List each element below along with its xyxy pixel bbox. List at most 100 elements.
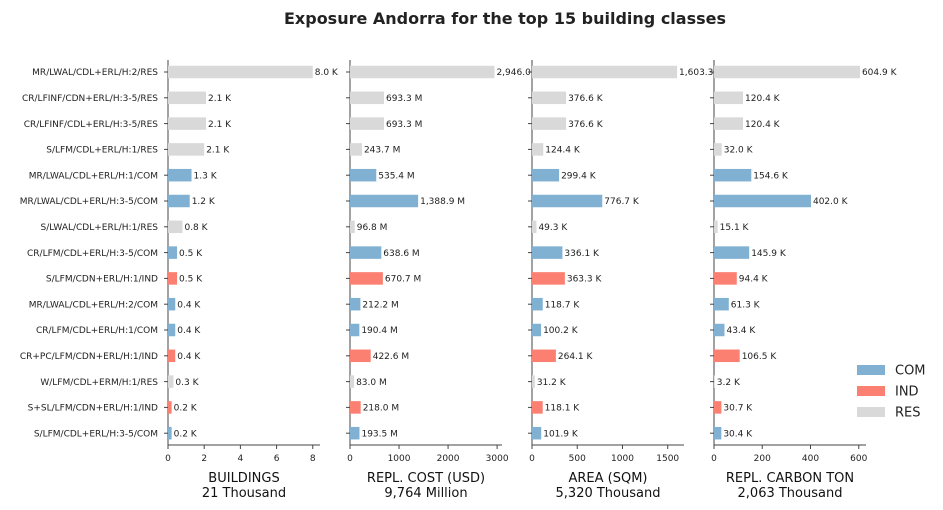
data-label: 154.6 K [753,171,789,181]
bar-res [350,375,355,388]
category-label: S/LFM/CDL+ERL/H:3-5/COM [34,429,158,439]
bar-ind [350,349,371,363]
bar-com [714,323,725,337]
legend-swatch-ind [857,386,885,396]
bar-ind [350,272,383,285]
bar-ind [350,401,361,414]
data-label: 100.2 K [543,326,579,336]
data-label: 776.7 K [604,197,640,207]
bar-res [350,117,384,130]
bar-res [532,220,537,234]
data-label: 693.3 M [386,94,422,104]
data-label: 0.3 K [175,378,199,388]
data-label: 0.4 K [177,352,201,362]
x-tick-label: 1000 [388,454,411,464]
x-tick-label: 0 [711,454,717,464]
panel-0: 8.0 K 2.1 K 2.1 K 2.1 K 1.3 K 1.2 K 0.8 K 0.5 K… [20,60,339,501]
chart-title: Exposure Andorra for the top 15 building… [284,9,726,28]
bar-com [714,194,811,208]
data-label: 376.6 K [568,94,604,104]
bar-com [168,246,178,259]
data-label: 101.9 K [543,429,579,439]
bar-com [714,246,750,259]
data-label: 3.2 K [717,378,741,388]
bar-com [532,168,560,182]
data-label: 0.4 K [177,326,201,336]
bars: 1,603.3 K 376.6 K 376.6 K 124.4 K 299.4 K 776… [532,65,723,440]
panel-2: 1,603.3 K 376.6 K 376.6 K 124.4 K 299.4 K 776… [528,60,723,501]
bar-res [532,117,567,130]
data-label: 2.1 K [208,94,232,104]
data-label: 2.1 K [208,120,232,130]
category-label: W/LFM/CDL+ERM/H:1/RES [40,378,158,388]
bars: 604.9 K 120.4 K 120.4 K 32.0 K 154.6 K 402.0 … [714,65,898,440]
data-label: 264.1 K [558,352,594,362]
data-label: 363.3 K [567,275,603,285]
x-tick-label: 1000 [611,454,634,464]
bar-res [532,143,544,156]
data-label: 94.4 K [739,275,769,285]
data-label: 193.5 M [361,429,397,439]
bar-res [350,65,495,79]
chart-legend: COM IND RES [857,364,926,421]
data-label: 43.4 K [726,326,756,336]
bar-com [350,297,361,311]
x-tick-label: 500 [569,454,586,464]
data-label: 83.0 M [356,378,387,388]
x-tick-label: 600 [850,454,867,464]
data-label: 0.4 K [177,300,201,310]
data-label: 1.3 K [194,171,218,181]
data-label: 32.0 K [724,146,754,156]
x-tick-label: 0 [165,454,171,464]
x-axis-label: BUILDINGS [208,471,279,486]
bar-com [350,168,377,182]
bar-res [350,91,384,105]
data-label: 1,388.9 M [420,197,465,207]
data-label: 2.1 K [206,146,230,156]
data-label: 422.6 M [373,352,409,362]
x-tick-label: 8 [310,454,316,464]
data-label: 0.5 K [179,249,203,259]
bar-res [168,375,174,388]
bars: 2,946.0 M 693.3 M 693.3 M 243.7 M 535.4 M 1,3… [350,65,532,440]
x-tick-label: 4 [238,454,244,464]
data-label: 0.2 K [174,429,198,439]
data-label: 8.0 K [315,68,339,78]
data-label: 120.4 K [745,120,781,130]
bar-res [714,375,715,388]
category-label: MR/LWAL/CDL+ERL/H:2/COM [29,300,158,310]
data-label: 1,603.3 K [679,68,723,78]
bar-ind [532,401,543,414]
bar-ind [714,401,722,414]
x-tick-label: 3000 [486,454,509,464]
bar-com [714,168,752,182]
data-label: 96.8 M [357,223,388,233]
category-label: CR+PC/LFM/CDN+ERL/H:1/IND [20,352,158,362]
data-label: 218.0 M [363,404,399,414]
data-label: 638.6 M [383,249,419,259]
data-label: 604.9 K [862,68,898,78]
bar-res [714,220,718,234]
bar-com [714,426,722,440]
category-label: MR/LWAL/CDL+ERL/H:2/RES [32,68,158,78]
bar-com [714,297,729,311]
legend-entry-ind: IND [895,385,919,400]
data-label: 693.3 M [386,120,422,130]
bar-com [168,168,192,182]
bar-res [532,65,678,79]
bar-res [714,117,744,130]
bar-ind [532,272,565,285]
bar-com [168,194,190,208]
data-label: 190.4 M [361,326,397,336]
data-label: 243.7 M [364,146,400,156]
bar-res [168,220,183,234]
bar-res [350,143,362,156]
data-label: 30.4 K [723,429,753,439]
x-axis-label: REPL. COST (USD) [367,471,485,486]
legend-entry-res: RES [895,406,921,421]
category-label: CR/LFM/CDL+ERL/H:3-5/COM [27,249,158,259]
x-tick-label: 400 [802,454,819,464]
data-label: 336.1 K [564,249,600,259]
bar-ind [168,401,172,414]
data-label: 30.7 K [723,404,753,414]
